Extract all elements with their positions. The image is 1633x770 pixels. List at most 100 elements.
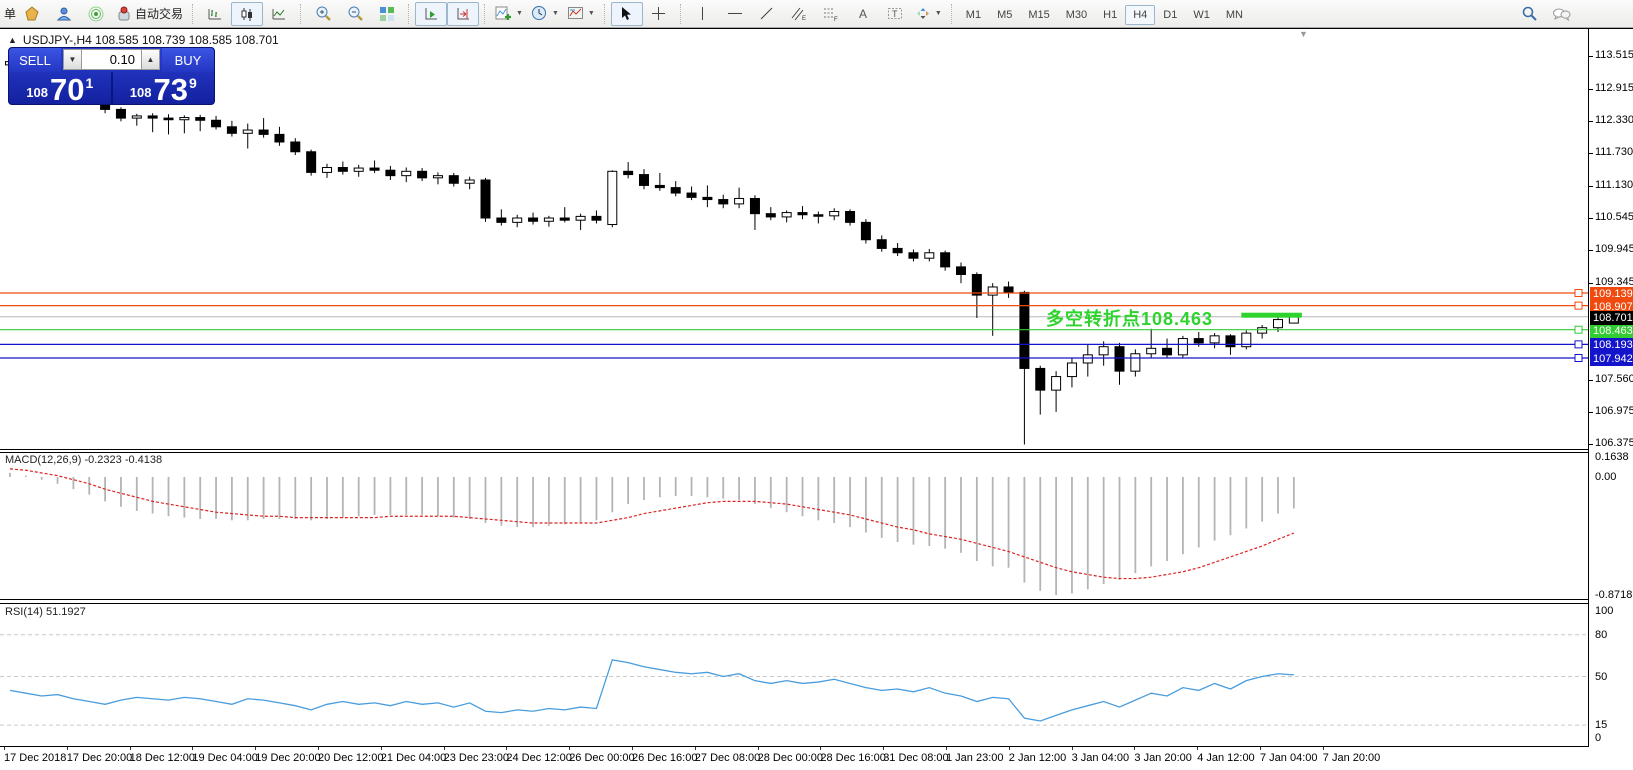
volume-decrease-button[interactable]: ▼ xyxy=(63,49,82,70)
auto-scroll-icon xyxy=(425,7,438,19)
accounts-icon[interactable] xyxy=(48,2,80,26)
candle xyxy=(385,169,396,177)
line-handle[interactable] xyxy=(1574,325,1583,334)
bar-chart-button[interactable] xyxy=(199,2,231,26)
svg-text:A: A xyxy=(859,7,867,21)
collapse-trade-panel-icon[interactable]: ▲ xyxy=(8,35,17,45)
timeframe-button-M5[interactable]: M5 xyxy=(997,8,1013,21)
zoom-in-button[interactable] xyxy=(307,2,339,26)
time-axis-label: 31 Dec 08:00 xyxy=(883,752,949,764)
signals-icon[interactable] xyxy=(80,2,112,26)
timeframe-button-H4[interactable]: H4 xyxy=(1125,4,1156,25)
price-axis-label: 113.515 xyxy=(1595,49,1633,62)
buy-button[interactable]: BUY xyxy=(162,48,214,72)
chart-canvas[interactable] xyxy=(0,0,1588,770)
time-axis[interactable]: 17 Dec 2018 17 Dec 20:00 18 Dec 12:00 19 De… xyxy=(0,747,1588,770)
new-order-button[interactable]: 单 xyxy=(4,7,17,21)
one-click-trading-panel: SELL ▼ 0.10 ▲ BUY 108 70 1 108 73 9 xyxy=(8,47,215,105)
search-icon xyxy=(1522,6,1537,21)
price-axis-label: 111.130 xyxy=(1595,178,1633,191)
periods-button[interactable]: ▼ xyxy=(527,2,563,26)
time-axis-tick xyxy=(946,747,947,750)
line-chart-button[interactable] xyxy=(263,2,295,26)
candle xyxy=(163,117,174,121)
pivot-annotation-text[interactable]: 多空转折点108.463 xyxy=(1046,309,1214,329)
text-label-tool[interactable]: T xyxy=(879,2,911,26)
time-axis-tick xyxy=(318,747,319,750)
search-button[interactable] xyxy=(1513,2,1545,26)
auto-scroll-button[interactable] xyxy=(415,1,448,26)
line-handle[interactable] xyxy=(1574,301,1583,310)
arrows-tool[interactable]: ▼ xyxy=(911,2,946,26)
price-axis[interactable]: 113.515 112.915 112.330 111.730 111.130 110.5… xyxy=(1588,28,1633,747)
bar-chart-icon xyxy=(208,8,222,19)
auto-trading-icon xyxy=(118,6,130,20)
price-axis-label: 107.560 xyxy=(1595,372,1633,385)
pivot-highlight-bar[interactable] xyxy=(1241,312,1302,318)
candle xyxy=(1273,319,1283,329)
templates-button[interactable]: ▼ xyxy=(563,2,599,26)
candle xyxy=(876,239,887,249)
candle xyxy=(607,170,618,226)
chevron-down-icon: ▼ xyxy=(516,10,523,17)
line-handle[interactable] xyxy=(1574,340,1583,349)
axis-tick xyxy=(1589,88,1593,90)
zoom-out-button[interactable] xyxy=(339,2,371,26)
cursor-tool-button[interactable] xyxy=(610,1,643,26)
volume-increase-button[interactable]: ▲ xyxy=(141,49,160,70)
market-watch-icon[interactable] xyxy=(16,2,48,26)
chevron-down-icon: ▼ xyxy=(551,10,559,17)
indicators-button[interactable]: ▼ xyxy=(491,2,527,26)
time-axis-tick xyxy=(757,747,759,750)
volume-input[interactable]: 0.10 xyxy=(82,49,141,70)
equidistant-channel-tool[interactable]: E xyxy=(783,2,815,26)
trendline-tool[interactable] xyxy=(751,2,783,26)
time-axis-tick xyxy=(506,747,508,750)
line-handle[interactable] xyxy=(1574,289,1583,297)
buy-price[interactable]: 108 73 9 xyxy=(129,72,197,107)
timeframe-button-M30[interactable]: M30 xyxy=(1065,8,1088,21)
candle xyxy=(290,141,301,153)
tile-windows-button[interactable] xyxy=(371,2,403,26)
candle xyxy=(1066,362,1077,378)
timeframe-button-W1[interactable]: W1 xyxy=(1193,8,1210,21)
price-level-label: 107.942 xyxy=(1590,351,1633,366)
line-handle[interactable] xyxy=(1574,353,1583,362)
time-axis-tick xyxy=(1322,747,1324,750)
rsi-line xyxy=(9,659,1294,722)
chart-title: ▲ USDJPY-,H4 108.585 108.739 108.585 108… xyxy=(8,33,279,47)
candle xyxy=(670,187,681,194)
candle xyxy=(1209,335,1220,344)
time-axis-label: 27 Dec 08:00 xyxy=(694,752,761,764)
candle xyxy=(512,217,523,223)
fibonacci-icon: F xyxy=(824,8,838,22)
time-axis-tick xyxy=(820,747,822,750)
time-axis-tick xyxy=(694,747,696,750)
candle xyxy=(734,197,745,205)
chart-shift-button[interactable] xyxy=(447,1,480,26)
candle xyxy=(1257,327,1268,334)
timeframe-button-M15[interactable]: M15 xyxy=(1028,8,1050,21)
crosshair-tool-button[interactable] xyxy=(643,2,675,26)
timeframe-button-D1[interactable]: D1 xyxy=(1163,8,1178,21)
axis-tick xyxy=(1589,217,1593,219)
time-axis-label: 18 Dec 12:00 xyxy=(129,752,196,764)
horizontal-line-tool[interactable] xyxy=(719,2,751,26)
price-level-label: 108.701 xyxy=(1590,310,1633,325)
sell-price[interactable]: 108 70 1 xyxy=(9,72,113,105)
vertical-line-tool[interactable] xyxy=(687,2,719,26)
chat-button[interactable] xyxy=(1545,2,1577,26)
sell-button[interactable]: SELL xyxy=(9,48,61,72)
timeframe-button-MN[interactable]: MN xyxy=(1225,8,1243,21)
auto-trading-button[interactable]: 自动交易 xyxy=(112,2,187,26)
text-tool[interactable]: A xyxy=(847,2,879,26)
candle xyxy=(131,115,142,119)
cursor-icon xyxy=(622,7,632,20)
timeframe-button-H1[interactable]: H1 xyxy=(1103,8,1118,21)
candle xyxy=(686,192,697,198)
timeframe-button-M1[interactable]: M1 xyxy=(965,8,982,21)
candlestick-chart-button[interactable] xyxy=(231,1,264,26)
candle xyxy=(417,170,428,179)
fibonacci-tool[interactable]: F xyxy=(815,2,847,26)
time-axis-label: 17 Dec 20:00 xyxy=(66,752,133,764)
